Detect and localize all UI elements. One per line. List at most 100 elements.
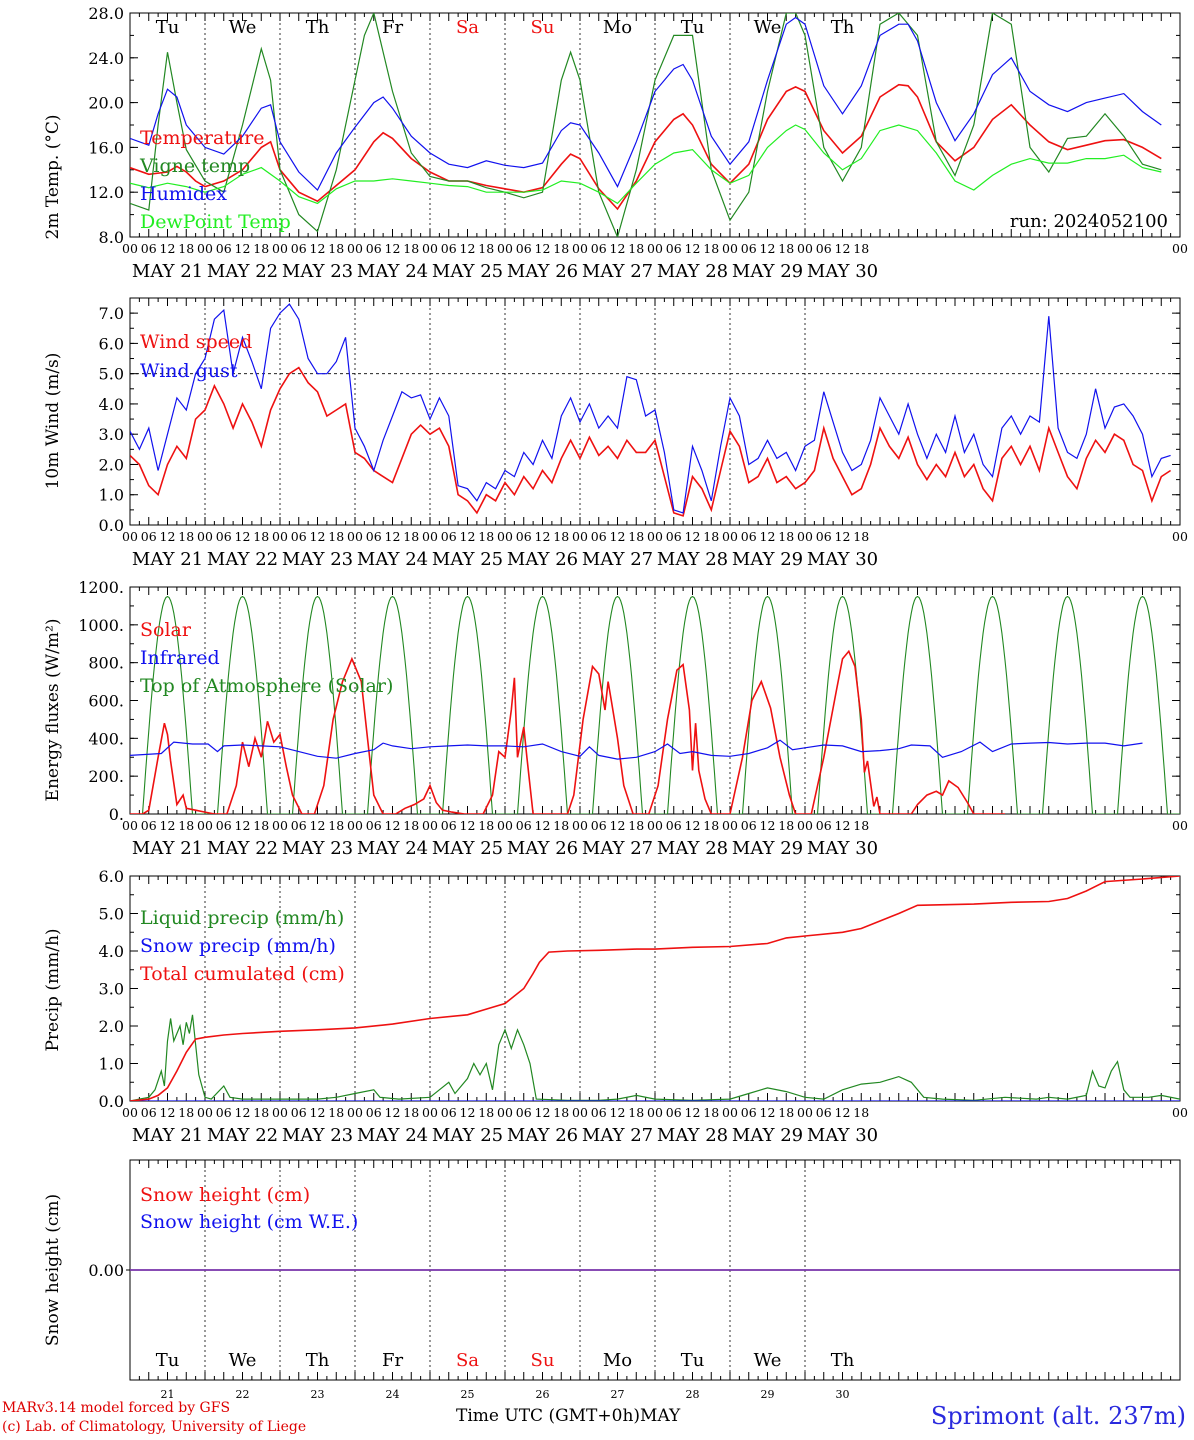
weekday-label: Tu xyxy=(681,1350,705,1371)
date-label: MAY 23 xyxy=(282,261,353,282)
weekday-label: Th xyxy=(306,1350,330,1371)
hour-tick-label: 12 xyxy=(760,818,776,833)
date-label: MAY 22 xyxy=(207,549,278,570)
date-label: MAY 28 xyxy=(657,1125,728,1146)
hour-tick-label: 00 xyxy=(272,241,288,256)
hour-tick-label: 12 xyxy=(685,529,701,544)
date-label: MAY 23 xyxy=(282,549,353,570)
hour-tick-label: 00 xyxy=(1172,529,1188,544)
hour-tick-label: 12 xyxy=(310,241,326,256)
series-toa-solar xyxy=(130,595,1180,814)
legend-label: Snow height (cm W.E.) xyxy=(140,1211,358,1233)
weekday-label: We xyxy=(754,1350,782,1371)
y-tick-label: 3.0 xyxy=(99,425,124,444)
weekday-label: Sa xyxy=(456,17,479,38)
hour-tick-label: 00 xyxy=(197,241,213,256)
hour-tick-label: 12 xyxy=(760,529,776,544)
hour-tick-label: 00 xyxy=(722,529,738,544)
panel-3 xyxy=(129,586,1181,815)
hour-tick-label: 12 xyxy=(535,529,551,544)
hour-tick-label: 06 xyxy=(291,1105,307,1120)
hour-tick-label: 12 xyxy=(835,241,851,256)
hour-tick-label: 00 xyxy=(197,1105,213,1120)
hour-tick-label: 00 xyxy=(347,1105,363,1120)
weekday-label: Tu xyxy=(156,17,180,38)
date-label: MAY 21 xyxy=(132,838,203,859)
y-tick-label: 12.0 xyxy=(88,183,124,202)
hour-tick-label: 12 xyxy=(235,818,251,833)
hour-tick-label: 12 xyxy=(610,818,626,833)
hour-tick-label: 18 xyxy=(403,241,419,256)
y-tick-label: 1.0 xyxy=(99,486,124,505)
y-axis-title: 2m Temp. (°C) xyxy=(43,114,63,239)
hour-tick-label: 18 xyxy=(403,529,419,544)
hour-tick-label: 12 xyxy=(685,818,701,833)
hour-tick-label: 06 xyxy=(216,818,232,833)
legend-label: Infrared xyxy=(140,647,220,669)
y-tick-label: 16.0 xyxy=(88,138,124,157)
hour-tick-label: 12 xyxy=(535,818,551,833)
hour-tick-label: 18 xyxy=(553,241,569,256)
hour-tick-label: 18 xyxy=(628,1105,644,1120)
hour-tick-label: 18 xyxy=(553,1105,569,1120)
hour-tick-label: 12 xyxy=(535,1105,551,1120)
lab-credit: (c) Lab. of Climatology, University of L… xyxy=(2,1419,307,1435)
date-label: MAY 29 xyxy=(732,838,803,859)
date-label: MAY 25 xyxy=(432,549,503,570)
date-label: MAY 24 xyxy=(357,261,428,282)
legend-label: Solar xyxy=(140,619,192,641)
date-label: MAY 26 xyxy=(507,261,578,282)
y-tick-label: 600. xyxy=(88,692,124,711)
y-tick-label: 400. xyxy=(88,729,124,748)
day-number: 21 xyxy=(161,1388,175,1401)
hour-tick-label: 12 xyxy=(460,241,476,256)
hour-tick-label: 18 xyxy=(328,818,344,833)
hour-tick-label: 06 xyxy=(216,241,232,256)
date-label: MAY 22 xyxy=(207,838,278,859)
hour-tick-label: 12 xyxy=(385,1105,401,1120)
hour-tick-label: 00 xyxy=(272,529,288,544)
hour-tick-label: 18 xyxy=(703,1105,719,1120)
legend-label: DewPoint Temp xyxy=(140,211,291,233)
hour-tick-label: 18 xyxy=(178,818,194,833)
hour-tick-label: 18 xyxy=(178,241,194,256)
hour-tick-label: 12 xyxy=(235,1105,251,1120)
hour-tick-label: 00 xyxy=(722,241,738,256)
hour-tick-label: 00 xyxy=(197,818,213,833)
weekday-label: Tu xyxy=(681,17,705,38)
date-label: MAY 27 xyxy=(582,549,653,570)
hour-tick-label: 18 xyxy=(853,1105,869,1120)
y-tick-label: 4.0 xyxy=(99,942,124,961)
hour-tick-label: 00 xyxy=(647,1105,663,1120)
hour-tick-label: 06 xyxy=(816,818,832,833)
y-tick-label: 28.0 xyxy=(88,4,124,23)
y-tick-label: 800. xyxy=(88,654,124,673)
hour-tick-label: 06 xyxy=(366,1105,382,1120)
hour-tick-label: 18 xyxy=(178,529,194,544)
day-number: 26 xyxy=(536,1388,550,1401)
hour-tick-label: 06 xyxy=(591,529,607,544)
weekday-label: We xyxy=(754,17,782,38)
hour-tick-label: 18 xyxy=(703,241,719,256)
series-line xyxy=(130,739,1143,760)
hour-tick-label: 18 xyxy=(853,241,869,256)
weekday-label: Th xyxy=(831,17,855,38)
hour-tick-label: 06 xyxy=(441,818,457,833)
hour-tick-label: 12 xyxy=(160,1105,176,1120)
y-tick-label: 1000. xyxy=(78,616,124,635)
hour-tick-label: 00 xyxy=(422,241,438,256)
legend-label: Humidex xyxy=(140,183,227,205)
hour-tick-label: 06 xyxy=(591,1105,607,1120)
y-tick-label: 2.0 xyxy=(99,455,124,474)
hour-tick-label: 06 xyxy=(216,1105,232,1120)
day-number: 27 xyxy=(611,1388,625,1401)
weekday-label: Fr xyxy=(382,1350,403,1371)
hour-tick-label: 06 xyxy=(441,1105,457,1120)
legend-label: Wind gust xyxy=(140,360,238,382)
hour-tick-label: 06 xyxy=(666,818,682,833)
hour-tick-label: 00 xyxy=(497,1105,513,1120)
hour-tick-label: 06 xyxy=(516,241,532,256)
hour-tick-label: 18 xyxy=(328,241,344,256)
series-line xyxy=(130,83,1162,211)
y-tick-label: 4.0 xyxy=(99,395,124,414)
